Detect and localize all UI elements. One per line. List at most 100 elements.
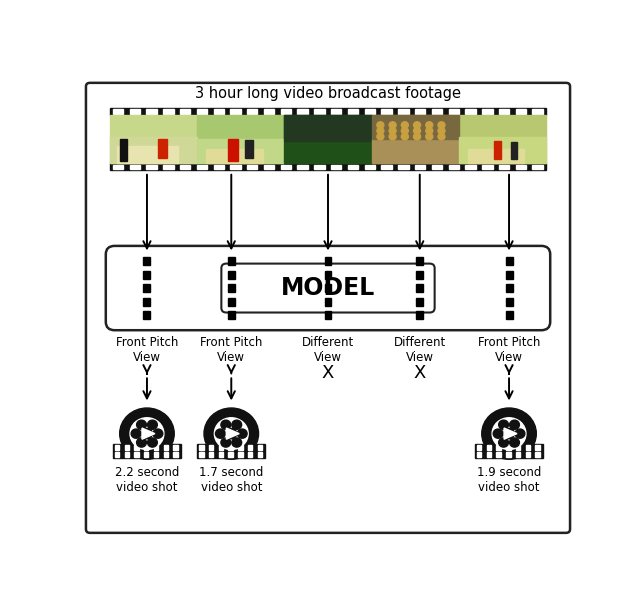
Bar [348, 110, 358, 114]
Bar [129, 110, 140, 114]
Bar [381, 110, 392, 114]
Circle shape [136, 420, 147, 430]
Text: 1.7 second
video shot: 1.7 second video shot [199, 466, 264, 494]
Bar [125, 445, 129, 450]
Circle shape [499, 438, 509, 447]
Bar [416, 271, 423, 279]
Bar [125, 452, 129, 457]
Bar [113, 110, 123, 114]
Bar [163, 110, 173, 114]
Bar [173, 445, 178, 450]
Text: 3 hour long video broadcast footage: 3 hour long video broadcast footage [195, 86, 461, 101]
Circle shape [141, 428, 152, 439]
Bar [113, 444, 181, 458]
Circle shape [438, 128, 445, 134]
Bar [147, 165, 157, 169]
Bar [506, 284, 513, 292]
Bar [459, 137, 547, 163]
Circle shape [438, 133, 445, 140]
Bar [284, 142, 372, 163]
Bar [432, 165, 442, 169]
Bar [147, 110, 157, 114]
Bar [163, 165, 173, 169]
Bar [238, 452, 243, 457]
Bar [516, 452, 520, 457]
Bar [164, 452, 168, 457]
Circle shape [413, 122, 420, 128]
Bar [416, 257, 423, 266]
Text: MODEL: MODEL [281, 276, 375, 300]
Bar [284, 115, 372, 142]
Text: X: X [413, 364, 426, 382]
Bar [535, 452, 540, 457]
Bar [228, 284, 235, 292]
Polygon shape [227, 428, 239, 439]
Bar [465, 110, 476, 114]
Bar [247, 110, 257, 114]
Bar [197, 115, 284, 163]
Text: 1.9 second
video shot: 1.9 second video shot [477, 466, 541, 494]
Bar [416, 312, 423, 319]
Bar [228, 312, 235, 319]
Bar [415, 110, 426, 114]
Circle shape [426, 122, 433, 128]
Bar [324, 257, 332, 266]
Circle shape [401, 128, 408, 134]
Circle shape [237, 429, 247, 438]
Circle shape [147, 420, 157, 430]
Circle shape [389, 122, 396, 128]
Circle shape [377, 128, 384, 134]
Circle shape [204, 408, 259, 459]
Bar [432, 110, 442, 114]
Bar [245, 140, 253, 158]
Bar [281, 165, 291, 169]
Bar [199, 445, 204, 450]
Text: Different
View: Different View [394, 336, 446, 364]
Bar [143, 284, 150, 292]
Circle shape [426, 128, 433, 134]
Bar [115, 452, 119, 457]
Bar [482, 110, 493, 114]
Bar [516, 445, 520, 450]
Bar [506, 271, 513, 279]
Circle shape [377, 133, 384, 140]
Bar [144, 452, 148, 457]
Circle shape [120, 408, 174, 459]
Bar [532, 110, 543, 114]
Bar [197, 444, 266, 458]
FancyBboxPatch shape [106, 246, 550, 330]
Circle shape [147, 438, 157, 447]
Bar [372, 139, 459, 163]
Bar [506, 298, 513, 306]
Bar [331, 165, 341, 169]
Bar [206, 149, 262, 163]
Circle shape [509, 438, 520, 447]
Bar [499, 165, 509, 169]
Bar [120, 139, 127, 160]
Bar [331, 110, 341, 114]
Bar [506, 312, 513, 319]
Bar [143, 312, 150, 319]
Bar [506, 452, 511, 457]
Bar [110, 137, 197, 163]
Bar [228, 271, 235, 279]
Bar [228, 452, 233, 457]
Bar [314, 165, 324, 169]
Circle shape [493, 429, 503, 438]
Circle shape [438, 122, 445, 128]
Bar [219, 445, 223, 450]
Bar [110, 163, 547, 171]
Bar [257, 445, 262, 450]
Bar [482, 165, 493, 169]
Circle shape [130, 417, 164, 450]
Circle shape [413, 133, 420, 140]
Bar [196, 110, 207, 114]
Bar [372, 115, 459, 139]
Bar [415, 165, 426, 169]
FancyBboxPatch shape [221, 264, 435, 313]
Bar [110, 115, 197, 163]
Bar [134, 445, 139, 450]
Bar [247, 165, 257, 169]
Bar [372, 115, 459, 163]
Bar [209, 445, 213, 450]
